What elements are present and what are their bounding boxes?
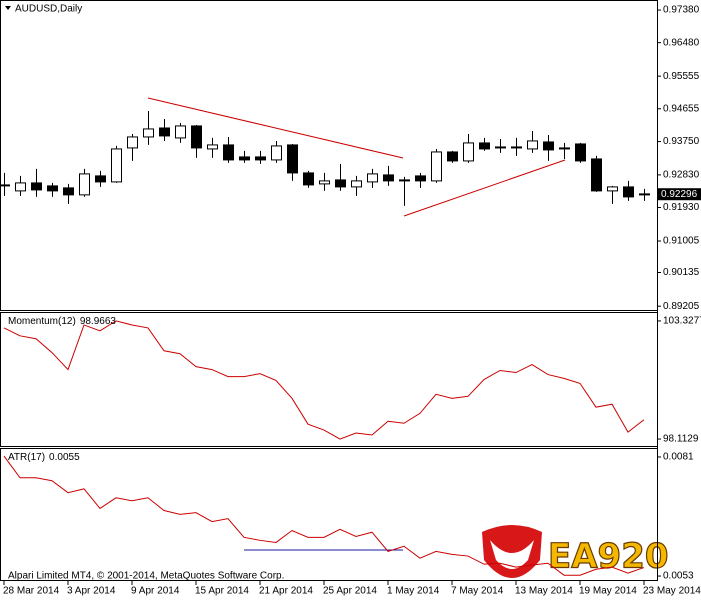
watermark: EA920 bbox=[548, 537, 669, 577]
menu-triangle bbox=[5, 6, 11, 10]
candle-body bbox=[607, 186, 618, 192]
x-tick-label: 21 Apr 2014 bbox=[259, 586, 313, 597]
candle-body bbox=[239, 156, 250, 161]
x-tick-label: 23 May 2014 bbox=[643, 586, 701, 597]
x-tick-label: 1 May 2014 bbox=[387, 586, 440, 597]
candle-body bbox=[303, 172, 314, 186]
y-tick-label: 0.90135 bbox=[663, 267, 700, 278]
y-tick-label: 0.89205 bbox=[663, 301, 700, 312]
candle-body bbox=[399, 179, 410, 182]
x-tick-label: 13 May 2014 bbox=[515, 586, 573, 597]
y-tick-label: 0.0081 bbox=[663, 452, 694, 463]
candle-body bbox=[351, 180, 362, 188]
trend-line bbox=[147, 97, 404, 159]
indicator-line bbox=[3, 320, 645, 440]
candle-body bbox=[63, 187, 74, 196]
y-tick-label: 0.96480 bbox=[663, 37, 700, 48]
indicator-title: Momentum(12) 98.9663 bbox=[8, 316, 116, 327]
candle-body bbox=[255, 156, 266, 161]
candle-body bbox=[511, 146, 522, 149]
candle-body bbox=[319, 180, 330, 185]
candle-body bbox=[431, 151, 442, 182]
candle-body bbox=[543, 141, 554, 151]
indicator-value: 98.9663 bbox=[80, 316, 117, 327]
y-tick-label: 0.91930 bbox=[663, 202, 700, 213]
candle-body bbox=[191, 125, 202, 149]
candle-body bbox=[95, 175, 106, 183]
trend-line bbox=[403, 159, 566, 217]
logo-head bbox=[490, 540, 534, 569]
logo-shield bbox=[482, 525, 542, 578]
candle-body bbox=[527, 140, 538, 150]
y-tick-label: 0.95555 bbox=[663, 71, 700, 82]
candle-body bbox=[479, 142, 490, 150]
candle-body bbox=[623, 186, 634, 198]
candle-body bbox=[31, 182, 42, 191]
candle-body bbox=[383, 174, 394, 182]
candle-body bbox=[143, 128, 154, 138]
chart-title: AUDUSD,Daily bbox=[15, 4, 82, 15]
candle-body bbox=[47, 185, 58, 192]
candle-body bbox=[159, 127, 170, 137]
y-tick-label: 0.0053 bbox=[663, 571, 694, 582]
footer: Alpari Limited MT4, © 2001-2014, MetaQuo… bbox=[8, 571, 284, 582]
candle-body bbox=[575, 143, 586, 162]
y-tick-label: 0.92830 bbox=[663, 170, 700, 181]
price-label-box bbox=[658, 188, 701, 201]
candle-body bbox=[559, 147, 570, 150]
x-tick-label: 25 Apr 2014 bbox=[323, 586, 377, 597]
candle-body bbox=[127, 136, 138, 149]
candle-body bbox=[463, 142, 474, 162]
candle-body bbox=[591, 158, 602, 192]
indicator-value: 0.0055 bbox=[49, 452, 80, 463]
candle-body bbox=[0, 184, 10, 187]
candle-body bbox=[223, 144, 234, 161]
candle-body bbox=[175, 125, 186, 139]
y-tick-label: 0.93750 bbox=[663, 136, 700, 147]
price-label: 0.92296 bbox=[661, 189, 698, 200]
y-tick-label: 0.91005 bbox=[663, 236, 700, 247]
candle-body bbox=[79, 173, 90, 196]
candle-body bbox=[207, 144, 218, 150]
candle-body bbox=[495, 146, 506, 149]
indicator-title: ATR(17) 0.0055 bbox=[8, 452, 80, 463]
x-tick-label: 7 May 2014 bbox=[451, 586, 504, 597]
candle-body bbox=[15, 182, 26, 192]
x-tick-label: 19 May 2014 bbox=[579, 586, 637, 597]
candle-body bbox=[639, 193, 650, 196]
x-tick-label: 15 Apr 2014 bbox=[195, 586, 249, 597]
x-tick-label: 28 Mar 2014 bbox=[3, 586, 60, 597]
candle-body bbox=[335, 179, 346, 188]
candle-body bbox=[415, 175, 426, 182]
indicator-name: ATR(17) bbox=[8, 452, 45, 463]
y-tick-label: 0.94655 bbox=[663, 103, 700, 114]
y-tick-label: 103.3277 bbox=[663, 316, 701, 327]
y-tick-label: 98.1129 bbox=[663, 434, 699, 445]
candle-body bbox=[287, 144, 298, 174]
candle-body bbox=[111, 148, 122, 183]
watermark-logo: EA920 bbox=[482, 525, 669, 578]
x-tick-label: 9 Apr 2014 bbox=[131, 586, 180, 597]
candle-body bbox=[367, 173, 378, 183]
x-tick-label: 3 Apr 2014 bbox=[67, 586, 116, 597]
candle-body bbox=[447, 151, 458, 162]
indicator-name: Momentum(12) bbox=[8, 316, 76, 327]
candle-body bbox=[271, 145, 282, 161]
y-tick-label: 0.97380 bbox=[663, 5, 700, 16]
indicator-line bbox=[3, 455, 645, 576]
